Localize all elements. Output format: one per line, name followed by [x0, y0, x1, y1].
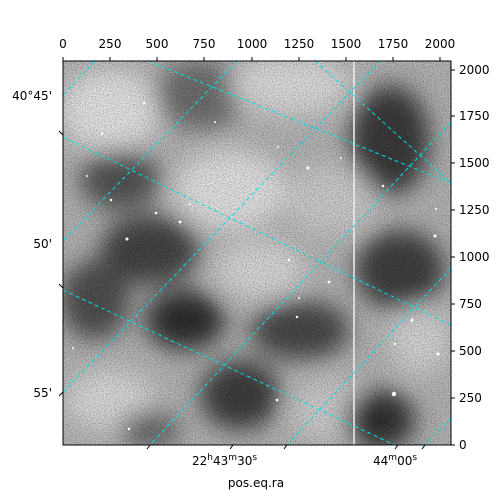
top-axis-labels: 0 250 500 750 1000 1250 1500 1750 2000	[59, 37, 455, 51]
right-tick-label: 2000	[459, 63, 490, 77]
top-tick-label: 750	[193, 37, 216, 51]
right-tick-label: 1500	[459, 156, 490, 170]
top-tick-label: 250	[99, 37, 122, 51]
right-tick-label: 250	[459, 391, 482, 405]
ra-tick-label: 22h43m30s	[192, 453, 257, 468]
top-tick-label: 1750	[378, 37, 409, 51]
top-tick-label: 500	[146, 37, 169, 51]
grid-line-ra	[149, 121, 451, 445]
plot-frame	[62, 60, 452, 446]
dec-axis-labels: 40°45' 50' 55'	[12, 89, 52, 400]
dec-tick-label: 55'	[33, 386, 52, 400]
grid-line-dec	[63, 289, 396, 445]
right-tick-label: 1250	[459, 203, 490, 217]
grid-line-ra	[286, 267, 451, 445]
grid-line-ra	[424, 417, 451, 445]
dec-tick-label: 50'	[33, 237, 52, 251]
right-tick-label: 500	[459, 344, 482, 358]
dec-axis-ticks	[58, 130, 64, 397]
top-axis-ticks	[62, 57, 441, 61]
grid-line-dec	[63, 136, 451, 326]
ra-axis-ticks	[146, 444, 426, 450]
coordinate-grid	[63, 61, 451, 445]
x-axis-title: pos.eq.ra	[228, 476, 284, 490]
ra-axis-labels: 22h43m30s 44m00s	[192, 453, 417, 468]
image-noise	[63, 61, 451, 445]
right-tick-label: 1750	[459, 109, 490, 123]
right-axis-labels: 0 250 500 750 1000 1250 1500 1750 2000	[459, 63, 490, 452]
right-tick-label: 750	[459, 297, 482, 311]
grid-line-ra	[63, 61, 381, 393]
top-tick-label: 2000	[425, 37, 456, 51]
ra-tick-label: 44m00s	[373, 453, 417, 468]
column-artifact	[353, 61, 355, 445]
grid-line-ra	[63, 61, 96, 96]
top-tick-label: 1500	[331, 37, 362, 51]
grid-line-dec	[147, 61, 451, 184]
dec-tick-label: 40°45'	[12, 89, 52, 103]
right-tick-label: 0	[459, 438, 467, 452]
right-axis-ticks	[451, 69, 455, 446]
top-tick-label: 0	[59, 37, 67, 51]
grid-line-dec	[314, 61, 451, 184]
stars	[72, 101, 440, 431]
top-tick-label: 1250	[284, 37, 315, 51]
right-tick-label: 1000	[459, 250, 490, 264]
top-tick-label: 1000	[237, 37, 268, 51]
sky-image	[63, 61, 451, 445]
